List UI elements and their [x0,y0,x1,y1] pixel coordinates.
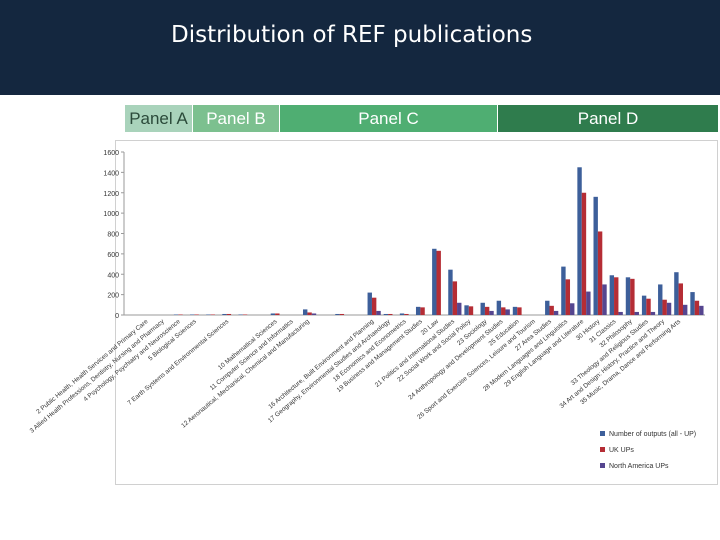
bar-all [415,306,421,315]
x-tick-label: 17 Geography, Environmental Studies and … [267,318,392,425]
bar-all [561,266,566,315]
bar-na [618,311,623,315]
bar-na [634,311,639,315]
bar-all [173,314,179,315]
y-tick-label: 1000 [103,211,119,218]
bar-uk [630,278,635,315]
bar-uk [210,314,215,315]
bar-na [457,302,462,315]
legend-label: UK UPs [609,447,634,454]
bar-all [577,167,582,315]
bar-all [238,314,243,315]
legend-swatch [600,447,605,452]
bar-na [376,310,381,315]
y-tick-label: 600 [107,252,119,259]
bar-all [335,313,340,315]
y-tick-label: 1400 [103,170,119,177]
bar-uk [388,313,393,315]
panel-a-label: Panel A [125,105,192,132]
bar-all [367,292,372,315]
panel-c-label: Panel C [279,105,497,132]
bar-uk [194,314,199,315]
bar-uk [339,313,345,315]
bar-uk [646,298,651,315]
panel-strip: Panel A Panel B Panel C Panel D [125,105,718,132]
legend-swatch [600,431,605,436]
bar-all [545,300,550,315]
bar-na [505,309,510,315]
bar-uk [307,312,312,315]
bar-all [641,295,647,315]
bar-all [609,275,615,315]
bar-na [311,313,317,315]
bar-uk [517,307,522,315]
bar-all [399,313,405,315]
y-tick-label: 1200 [103,191,119,198]
bar-all [658,284,663,315]
bar-all [480,302,485,315]
bar-uk [420,307,425,315]
y-tick-label: 200 [107,293,119,300]
bar-uk [436,250,441,315]
bar-na [586,291,591,315]
bar-na [650,311,656,315]
bar-na [553,310,559,315]
bar-uk [501,307,506,315]
bar-all [593,196,598,315]
bar-all [512,306,518,315]
y-tick-label: 800 [107,232,119,239]
bar-all [464,305,469,315]
bar-uk [565,279,571,315]
bar-uk [484,306,490,315]
bar-uk [694,300,700,315]
bar-all [270,313,276,315]
bar-all [222,313,227,315]
bar-uk [275,313,280,315]
bar-uk [549,305,554,315]
bar-uk [226,313,232,315]
bar-na [666,302,672,315]
bar-uk [178,314,183,315]
bar-uk [404,313,409,315]
bar-all [206,314,211,315]
bar-all [625,277,631,315]
bar-na [570,303,575,315]
title-bar: Distribution of REF publications [0,0,720,95]
bar-uk [678,283,683,315]
panel-b-label: Panel B [192,105,279,132]
legend-label: North America UPs [609,463,669,470]
bar-uk [371,297,377,315]
bar-all [690,292,695,315]
bar-na [682,304,688,315]
legend-label: Number of outputs (all - UP) [609,431,696,438]
bar-all [448,269,453,315]
bar-na [489,310,494,315]
bar-all [432,248,437,315]
bar-all [190,314,195,315]
bar-na [602,284,607,315]
bar-uk [662,299,667,315]
bar-all [674,272,679,315]
y-tick-label: 400 [107,272,119,279]
x-tick-label: 3 Allied Health Professions, Dentistry, … [29,318,167,435]
panel-d-label: Panel D [497,105,718,132]
y-tick-label: 0 [115,313,119,320]
bar-uk [581,192,587,315]
bar-uk [614,277,619,315]
legend-swatch [600,463,605,468]
bar-all [383,313,389,315]
bar-uk [468,306,474,315]
bar-uk [452,281,458,315]
y-tick-label: 1600 [103,150,119,157]
x-tick-label: 12 Aeronautical, Mechanical, Chemical an… [180,318,311,430]
bar-uk [597,231,603,315]
slide-title: Distribution of REF publications [171,22,533,48]
bar-all [302,309,308,315]
bar-all [496,300,502,315]
bar-uk [242,314,248,315]
bar-na [699,305,704,315]
